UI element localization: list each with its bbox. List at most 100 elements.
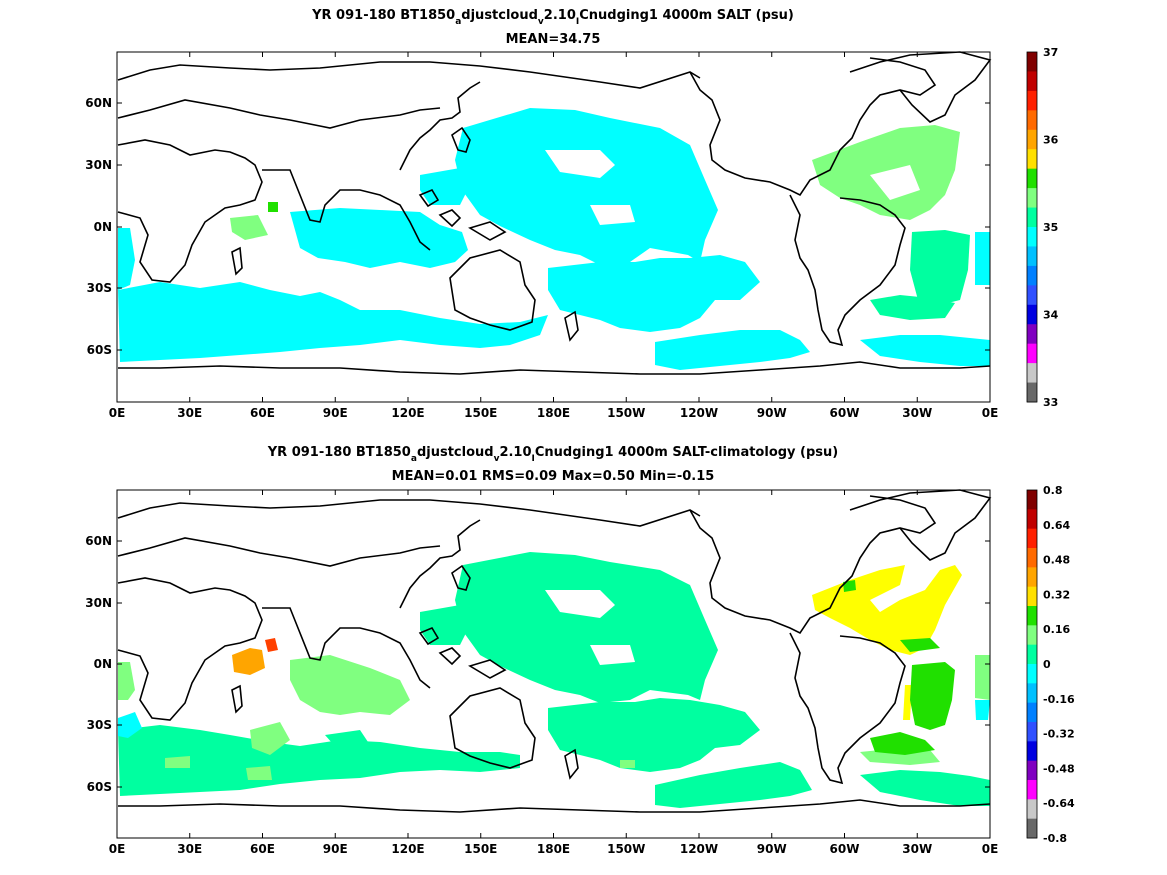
x-tick-label: 150E <box>464 842 497 856</box>
x-tick-label: 0E <box>109 842 126 856</box>
colorbar-label: 0.48 <box>1043 554 1070 567</box>
field-yellow <box>812 565 962 655</box>
panel2-subtitle: MEAN=0.01 RMS=0.09 Max=0.50 Min=-0.15 <box>392 469 715 484</box>
panel1-subtitle: MEAN=34.75 <box>506 32 601 47</box>
gap <box>545 150 615 178</box>
y-tick-label: 30N <box>85 596 112 610</box>
panel2-colorbar: 0.8 0.64 0.48 0.32 0.16 0 -0.16 -0.32 -0.48 -0.64… <box>1026 484 1075 845</box>
colorbar-swatch <box>1027 149 1037 170</box>
field-green-bright <box>843 580 856 592</box>
y-tick-label: 60S <box>87 780 112 794</box>
colorbar-swatch <box>1027 343 1037 364</box>
field-light-green <box>246 766 272 780</box>
field-cyan <box>975 232 990 285</box>
colorbar-swatch <box>1027 625 1037 646</box>
y-tick-label: 0N <box>94 220 112 234</box>
colorbar-swatch <box>1027 683 1037 704</box>
x-tick-label: 90E <box>323 406 348 420</box>
colorbar-swatch <box>1027 760 1037 781</box>
field-green <box>548 698 760 772</box>
panel1-fields <box>118 108 990 370</box>
field-light-green <box>250 722 290 755</box>
field-green <box>860 770 990 806</box>
x-tick-label: 30W <box>902 842 932 856</box>
field-green <box>420 605 470 645</box>
gap <box>590 645 635 665</box>
field-green <box>455 552 718 703</box>
colorbar-swatch <box>1027 722 1037 742</box>
colorbar-label: 35 <box>1043 221 1058 234</box>
field-light-green <box>165 756 190 768</box>
field-green-bright <box>910 662 955 730</box>
y-tick-label: 30S <box>87 718 112 732</box>
field-light-green <box>118 662 135 700</box>
y-tick-label: 60S <box>87 343 112 357</box>
top-panel: YR 091-180 BT1850adjustcloudv2.10ICnudgi… <box>85 8 1058 420</box>
colorbar-label: 0.16 <box>1043 623 1070 636</box>
colorbar-swatch <box>1027 664 1037 684</box>
colorbar-label: 0.32 <box>1043 588 1070 601</box>
colorbar-swatch <box>1027 110 1037 131</box>
colorbar-label: 0.64 <box>1043 519 1070 532</box>
field-light-green <box>230 215 268 240</box>
x-tick-label: 90E <box>323 842 348 856</box>
panel2-y-axis: 60N 30N 0N 30S 60S <box>85 534 990 794</box>
panel2-fields <box>118 552 990 808</box>
panel2-coastlines <box>117 489 992 813</box>
colorbar-swatch <box>1027 324 1037 345</box>
x-tick-label: 180E <box>537 842 570 856</box>
x-tick-label: 90W <box>757 842 787 856</box>
colorbar-swatch <box>1027 644 1037 665</box>
colorbar-label: -0.8 <box>1043 832 1067 845</box>
x-tick-label: 120W <box>680 406 718 420</box>
panel1-colorbar: 37 36 35 34 33 <box>1026 46 1059 409</box>
bottom-panel: YR 091-180 BT1850adjustcloudv2.10ICnudgi… <box>85 445 1075 856</box>
x-tick-label: 120E <box>391 842 424 856</box>
colorbar-swatch <box>1027 52 1037 72</box>
field-cyan <box>118 712 142 738</box>
field-red-orange <box>265 638 278 652</box>
colorbar-swatch <box>1027 741 1037 762</box>
x-tick-label: 30W <box>902 406 932 420</box>
colorbar-label: 0 <box>1043 658 1051 671</box>
y-tick-label: 60N <box>85 96 112 110</box>
x-tick-label: 60W <box>830 406 860 420</box>
panel2-title: YR 091-180 BT1850adjustcloudv2.10ICnudgi… <box>267 445 839 464</box>
y-tick-label: 30S <box>87 281 112 295</box>
y-tick-label: 0N <box>94 657 112 671</box>
colorbar-swatch <box>1027 188 1037 209</box>
colorbar-label: -0.16 <box>1043 693 1075 706</box>
x-tick-label: 30E <box>177 842 202 856</box>
x-tick-label: 120W <box>680 842 718 856</box>
colorbar-swatch <box>1027 304 1037 325</box>
colorbar-swatch <box>1027 265 1037 286</box>
colorbar-label: -0.64 <box>1043 797 1075 810</box>
colorbar-swatch <box>1027 71 1037 92</box>
x-tick-label: 150W <box>607 842 645 856</box>
x-tick-label: 120E <box>391 406 424 420</box>
x-tick-label: 60E <box>250 406 275 420</box>
field-cyan <box>420 168 470 205</box>
x-tick-label: 150E <box>464 406 497 420</box>
colorbar-label: -0.32 <box>1043 728 1075 741</box>
field-cyan <box>655 330 810 370</box>
field-green-bright <box>870 732 935 755</box>
colorbar-swatch <box>1027 818 1037 839</box>
colorbar-swatch <box>1027 227 1037 247</box>
field-green <box>870 295 955 320</box>
panel1-x-axis: 0E 30E 60E 90E 120E 150E 180E 150W 120W 90W 60W 30W… <box>109 52 998 420</box>
colorbar-swatch <box>1027 90 1037 111</box>
colorbar-swatch <box>1027 528 1037 549</box>
colorbar-label: 0.8 <box>1043 484 1063 497</box>
colorbar-label: 34 <box>1043 309 1059 322</box>
panel1-y-axis: 60N 30N 0N 30S 60S <box>85 96 990 357</box>
colorbar-swatch <box>1027 567 1037 588</box>
x-tick-label: 0E <box>109 406 126 420</box>
colorbar-swatch <box>1027 606 1037 626</box>
colorbar-swatch <box>1027 702 1037 723</box>
x-tick-label: 180E <box>537 406 570 420</box>
field-cyan <box>455 108 718 265</box>
colorbar-swatch <box>1027 509 1037 530</box>
x-tick-label: 60E <box>250 842 275 856</box>
